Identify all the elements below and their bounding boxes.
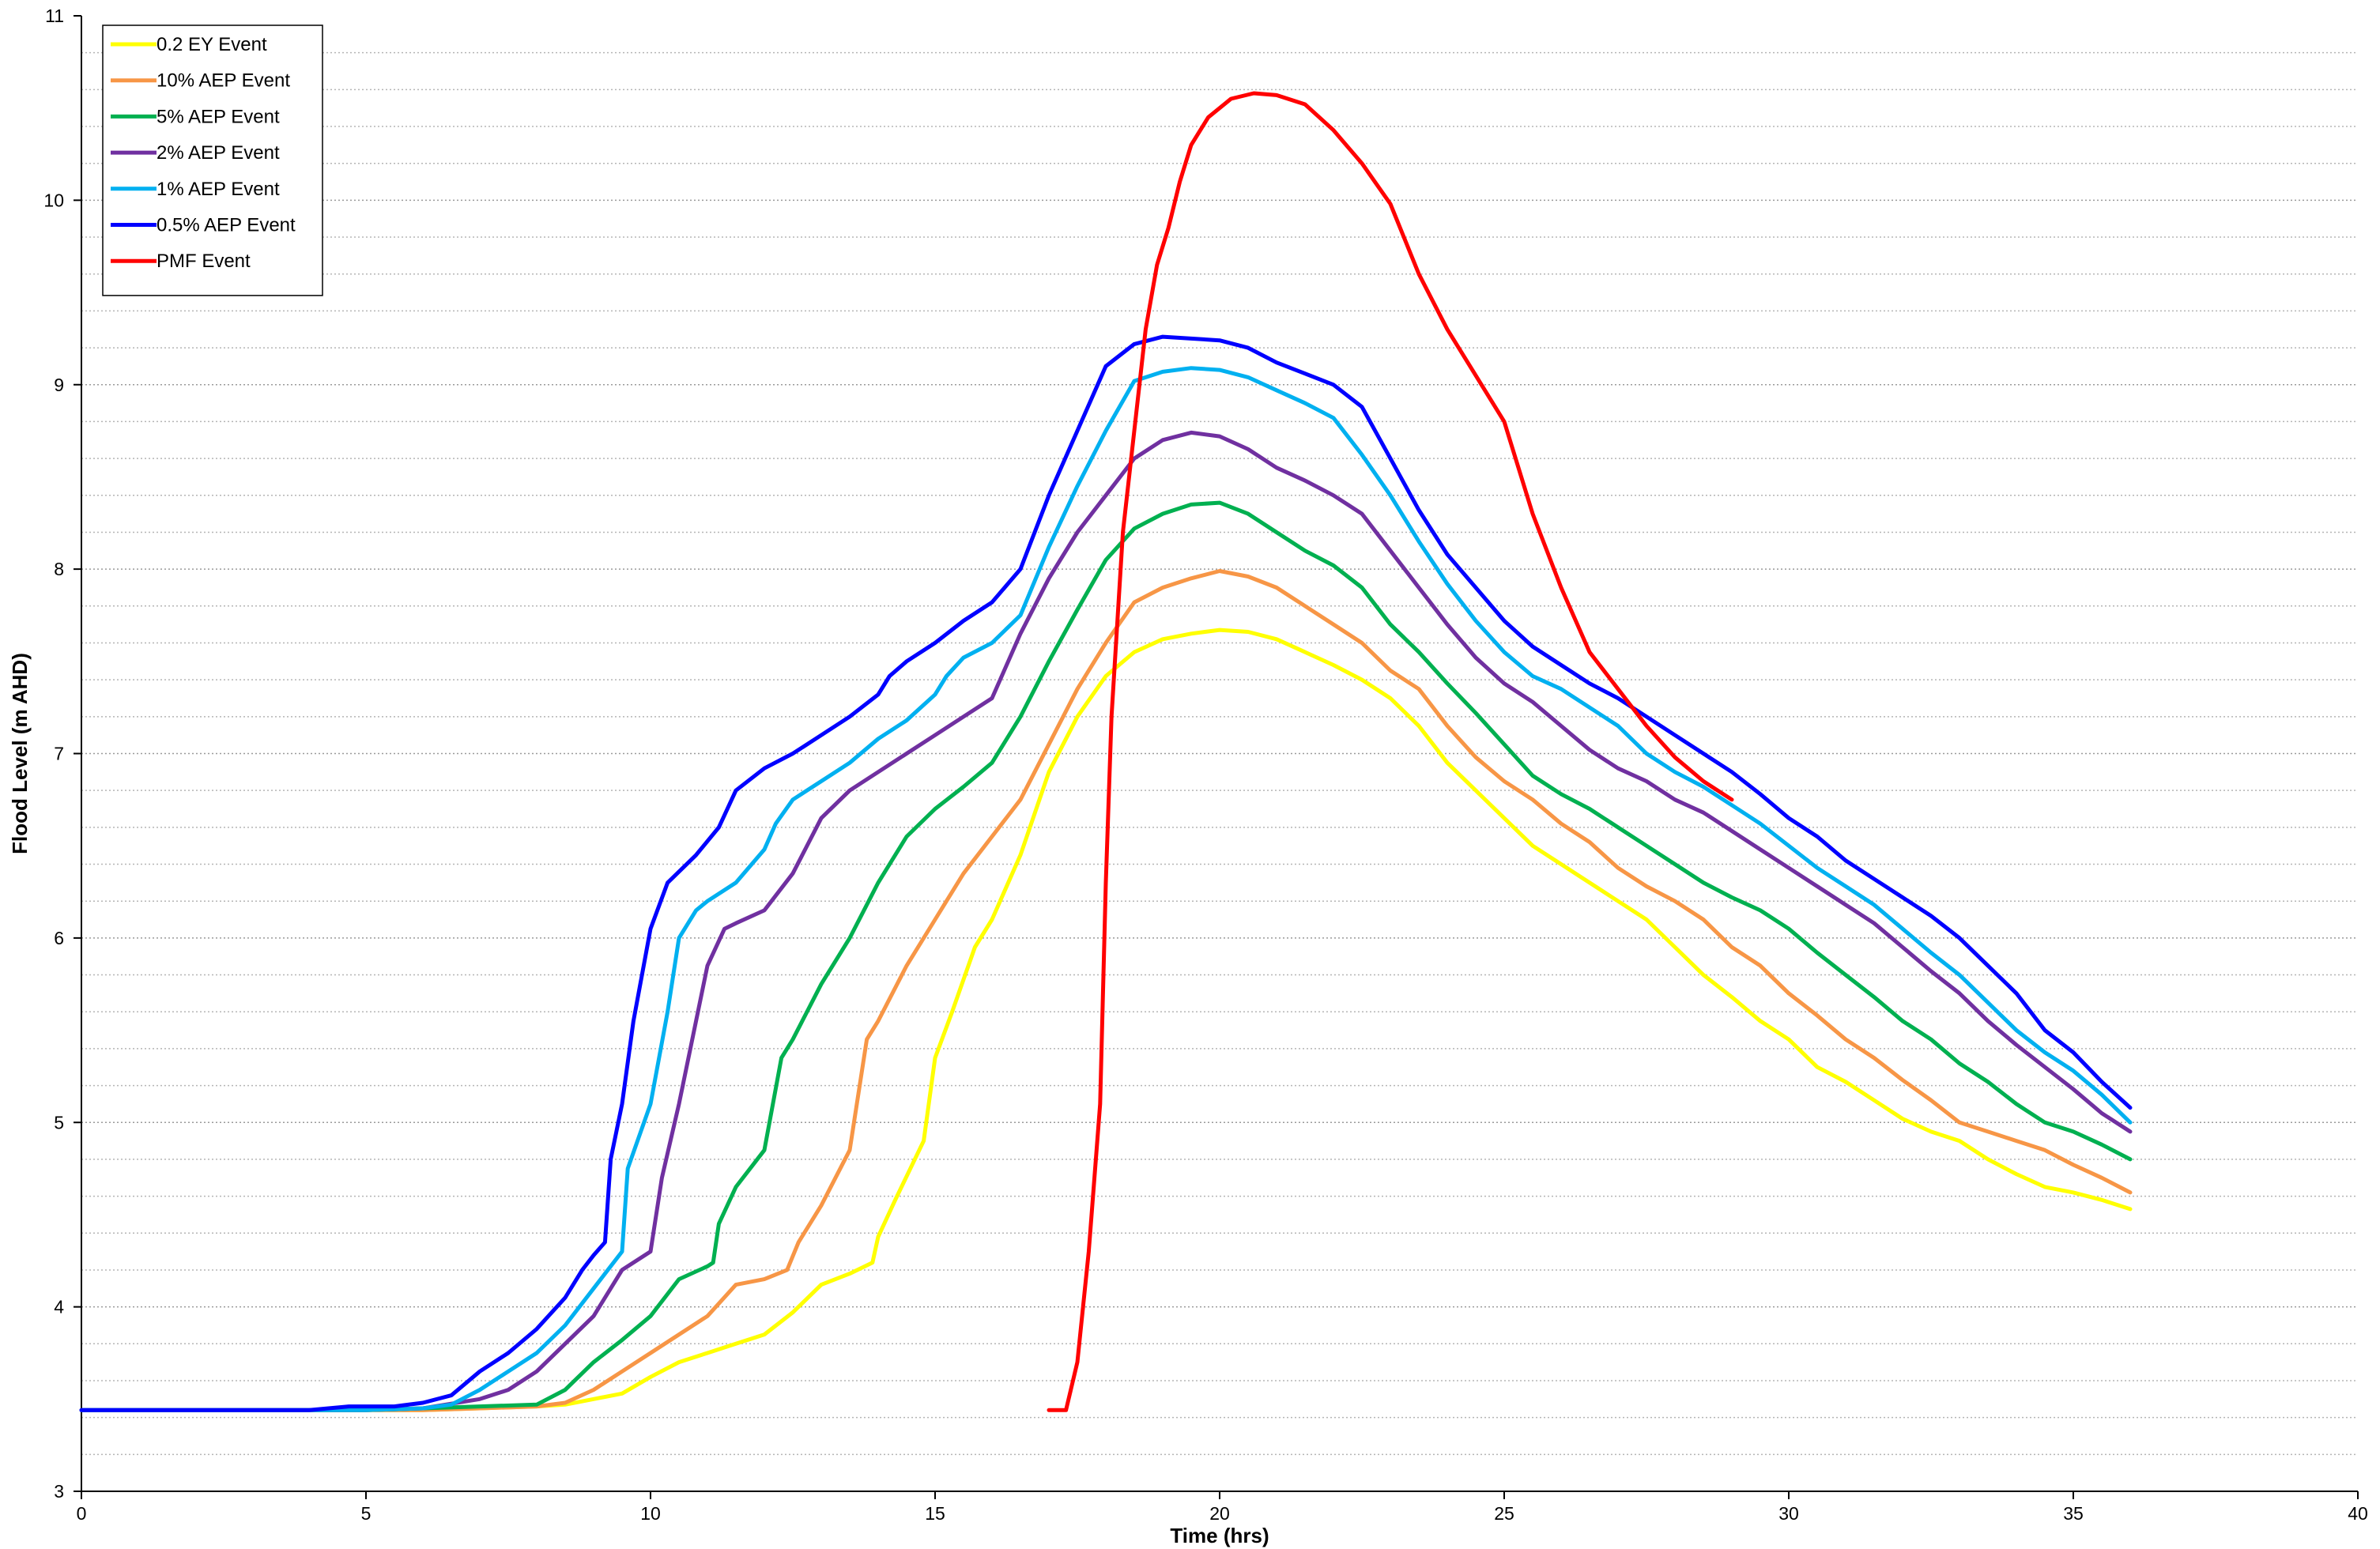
legend-label: 0.5% AEP Event [157, 215, 296, 236]
y-tick-label: 5 [54, 1112, 64, 1133]
axes [74, 16, 2358, 1499]
y-tick-label: 6 [54, 928, 64, 948]
series-line-10-aep-event [81, 571, 2130, 1411]
y-tick-label: 3 [54, 1481, 64, 1502]
tick-labels: 0 5 10 15 20 25 30 35 40 3 4 5 6 7 8 9 10 11 [43, 6, 2367, 1524]
gridlines [81, 53, 2358, 1455]
x-tick-label: 15 [925, 1503, 945, 1524]
legend-label: 10% AEP Event [157, 70, 290, 92]
y-tick-label: 9 [54, 375, 64, 395]
x-tick-label: 10 [640, 1503, 661, 1524]
x-tick-label: 5 [361, 1503, 372, 1524]
legend-label: PMF Event [157, 251, 251, 272]
x-tick-label: 20 [1209, 1503, 1230, 1524]
x-tick-label: 35 [2063, 1503, 2084, 1524]
y-tick-label: 4 [54, 1297, 64, 1317]
x-tick-label: 40 [2348, 1503, 2368, 1524]
legend-label: 5% AEP Event [157, 106, 280, 127]
series-lines [81, 93, 2130, 1410]
y-tick-label: 10 [43, 190, 64, 210]
x-axis-title: Time (hrs) [1170, 1524, 1269, 1547]
y-axis-title: Flood Level (m AHD) [8, 653, 32, 854]
legend-label: 1% AEP Event [157, 179, 280, 200]
series-line-pmf-event [1049, 93, 1732, 1410]
x-tick-label: 0 [77, 1503, 87, 1524]
y-tick-label: 11 [45, 6, 64, 26]
x-tick-label: 30 [1778, 1503, 1799, 1524]
x-tick-label: 25 [1494, 1503, 1514, 1524]
y-tick-label: 7 [54, 744, 64, 764]
legend: 0.2 EY Event 10% AEP Event 5% AEP Event 2% … [103, 25, 322, 296]
y-tick-label: 8 [54, 559, 64, 579]
legend-label: 2% AEP Event [157, 142, 280, 164]
legend-label: 0.2 EY Event [157, 34, 267, 55]
